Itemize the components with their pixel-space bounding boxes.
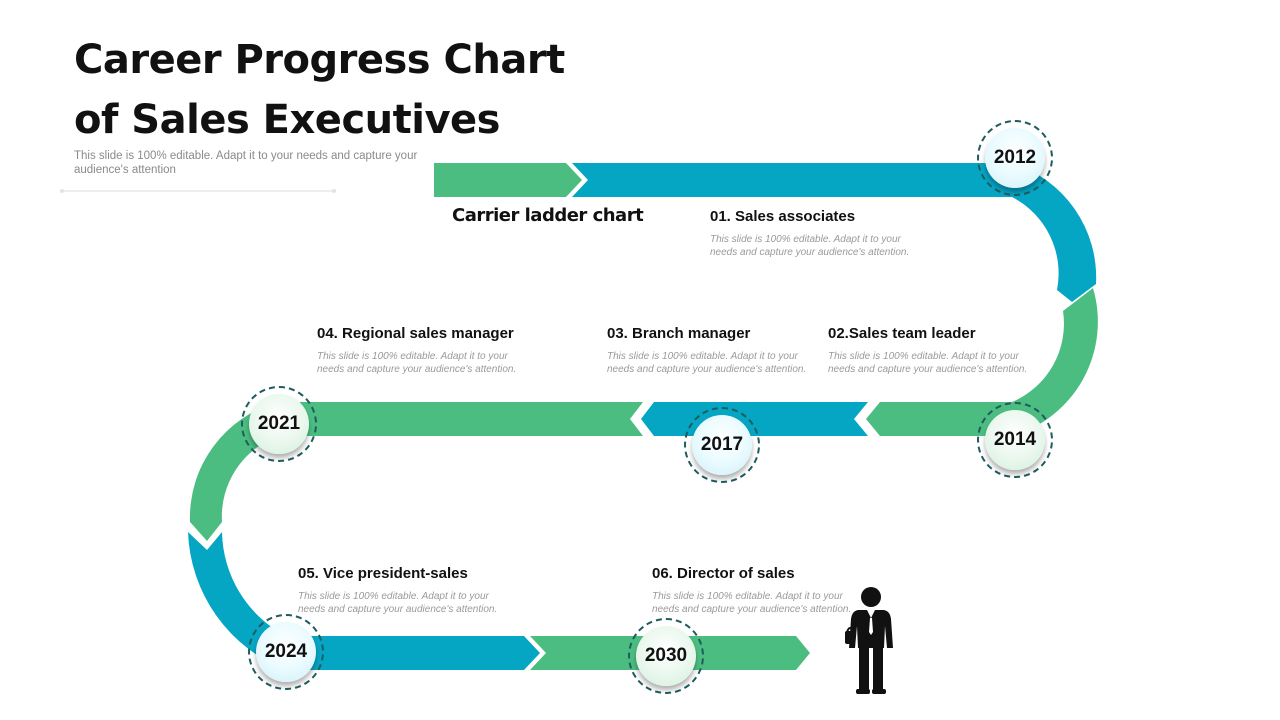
dashed-ring [628, 618, 704, 694]
year-label: 2012 [985, 128, 1045, 188]
step-title: 02.Sales team leader [828, 325, 976, 342]
step-description: This slide is 100% editable. Adapt it to… [652, 591, 852, 615]
step-branch-manager: 03. Branch manager This slide is 100% ed… [607, 325, 807, 376]
ladder-label: Carrier ladder chart [452, 205, 644, 226]
dashed-ring [977, 120, 1053, 196]
title-line-2: of Sales Executives [74, 97, 500, 143]
year-marker-2012: 2012 [977, 120, 1053, 196]
businessman-icon [845, 587, 893, 694]
track-segment-start [434, 163, 582, 197]
step-title: 01. Sales associates [710, 208, 856, 225]
step-vice-president-sales: 05. Vice president-sales This slide is 1… [298, 565, 498, 616]
year-marker-2024: 2024 [248, 614, 324, 690]
step-description: This slide is 100% editable. Adapt it to… [607, 351, 807, 375]
step-regional-sales-manager: 04. Regional sales manager This slide is… [317, 325, 517, 376]
step-sales-team-leader: 02.Sales team leader This slide is 100% … [828, 325, 1028, 376]
track-segment-mid-right [866, 402, 1012, 436]
track-segment-bottom-blue [286, 636, 540, 670]
dashed-ring [684, 407, 760, 483]
track-segment-mid-left [278, 402, 643, 436]
step-director-of-sales: 06. Director of sales This slide is 100%… [652, 565, 852, 616]
year-marker-2014: 2014 [977, 402, 1053, 478]
title-line-1: Career Progress Chart [74, 37, 565, 83]
track-segment-top [572, 163, 1012, 197]
step-sales-associates: 01. Sales associates This slide is 100% … [710, 208, 910, 259]
step-title: 03. Branch manager [607, 325, 751, 342]
year-marker-2030: 2030 [628, 618, 704, 694]
step-title: 06. Director of sales [652, 565, 795, 582]
dashed-ring [248, 614, 324, 690]
step-title: 05. Vice president-sales [298, 565, 468, 582]
year-marker-2021: 2021 [241, 386, 317, 462]
page-title: Career Progress Chart of Sales Executive… [74, 30, 565, 150]
dashed-ring [977, 402, 1053, 478]
year-label: 2030 [636, 626, 696, 686]
step-title: 04. Regional sales manager [317, 325, 514, 342]
step-description: This slide is 100% editable. Adapt it to… [298, 591, 498, 615]
year-label: 2024 [256, 622, 316, 682]
page-subtitle: This slide is 100% editable. Adapt it to… [74, 150, 418, 176]
year-label: 2014 [985, 410, 1045, 470]
step-description: This slide is 100% editable. Adapt it to… [828, 351, 1028, 375]
track-curve-right-green [1012, 288, 1098, 436]
dashed-ring [241, 386, 317, 462]
year-label: 2021 [249, 394, 309, 454]
year-marker-2017: 2017 [684, 407, 760, 483]
step-description: This slide is 100% editable. Adapt it to… [710, 234, 910, 258]
step-description: This slide is 100% editable. Adapt it to… [317, 351, 517, 375]
subtitle-divider [60, 189, 336, 193]
year-label: 2017 [692, 415, 752, 475]
track-curve-right-blue [1012, 163, 1097, 302]
